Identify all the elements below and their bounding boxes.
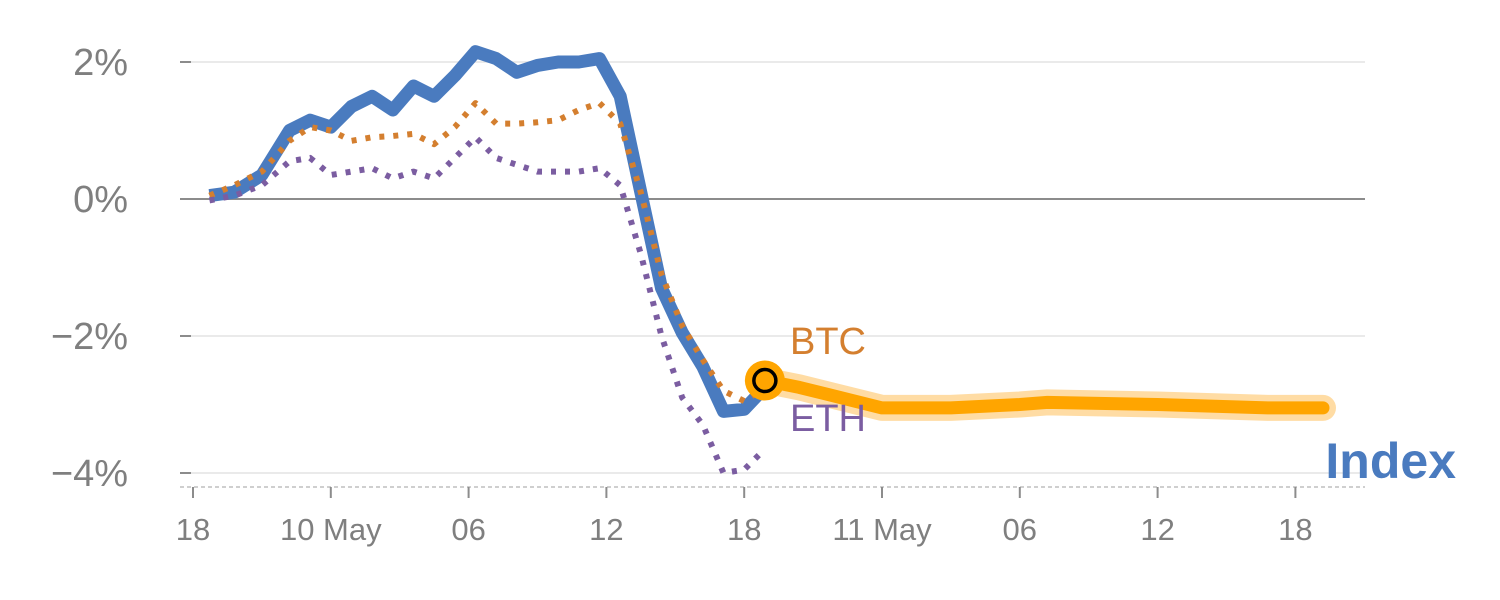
y-tick-label: 2% xyxy=(73,42,128,84)
x-tick-label: 10 May xyxy=(280,512,382,547)
y-axis: 2% 0% −2% −4% xyxy=(51,42,191,495)
series-label-index: Index xyxy=(1325,433,1456,489)
y-tick-label: 0% xyxy=(73,179,128,221)
x-tick-label: 06 xyxy=(1003,512,1037,547)
gridlines xyxy=(180,61,1365,474)
series-index-line xyxy=(208,45,770,418)
x-tick-label: 12 xyxy=(1140,512,1174,547)
series-btc-line xyxy=(208,100,767,405)
series-index-forecast xyxy=(758,374,1330,415)
series-label-eth: ETH xyxy=(790,398,866,440)
x-tick-label: 11 May xyxy=(832,512,932,547)
series-lines xyxy=(208,45,1336,476)
x-tick-label: 12 xyxy=(589,512,623,547)
x-tick-label: 18 xyxy=(1278,512,1312,547)
marker-layer xyxy=(744,360,785,401)
current-point-marker xyxy=(752,367,778,394)
x-tick-label: 18 xyxy=(727,512,761,547)
x-tick-label: 06 xyxy=(451,512,485,547)
x-tick-label: 18 xyxy=(176,512,210,547)
y-tick-label: −4% xyxy=(51,453,128,495)
x-axis: 18 10 May 06 12 18 11 May 06 12 18 xyxy=(176,486,1365,547)
series-eth-line xyxy=(208,134,768,476)
series-label-btc: BTC xyxy=(790,321,866,363)
y-tick-label: −2% xyxy=(51,316,128,358)
